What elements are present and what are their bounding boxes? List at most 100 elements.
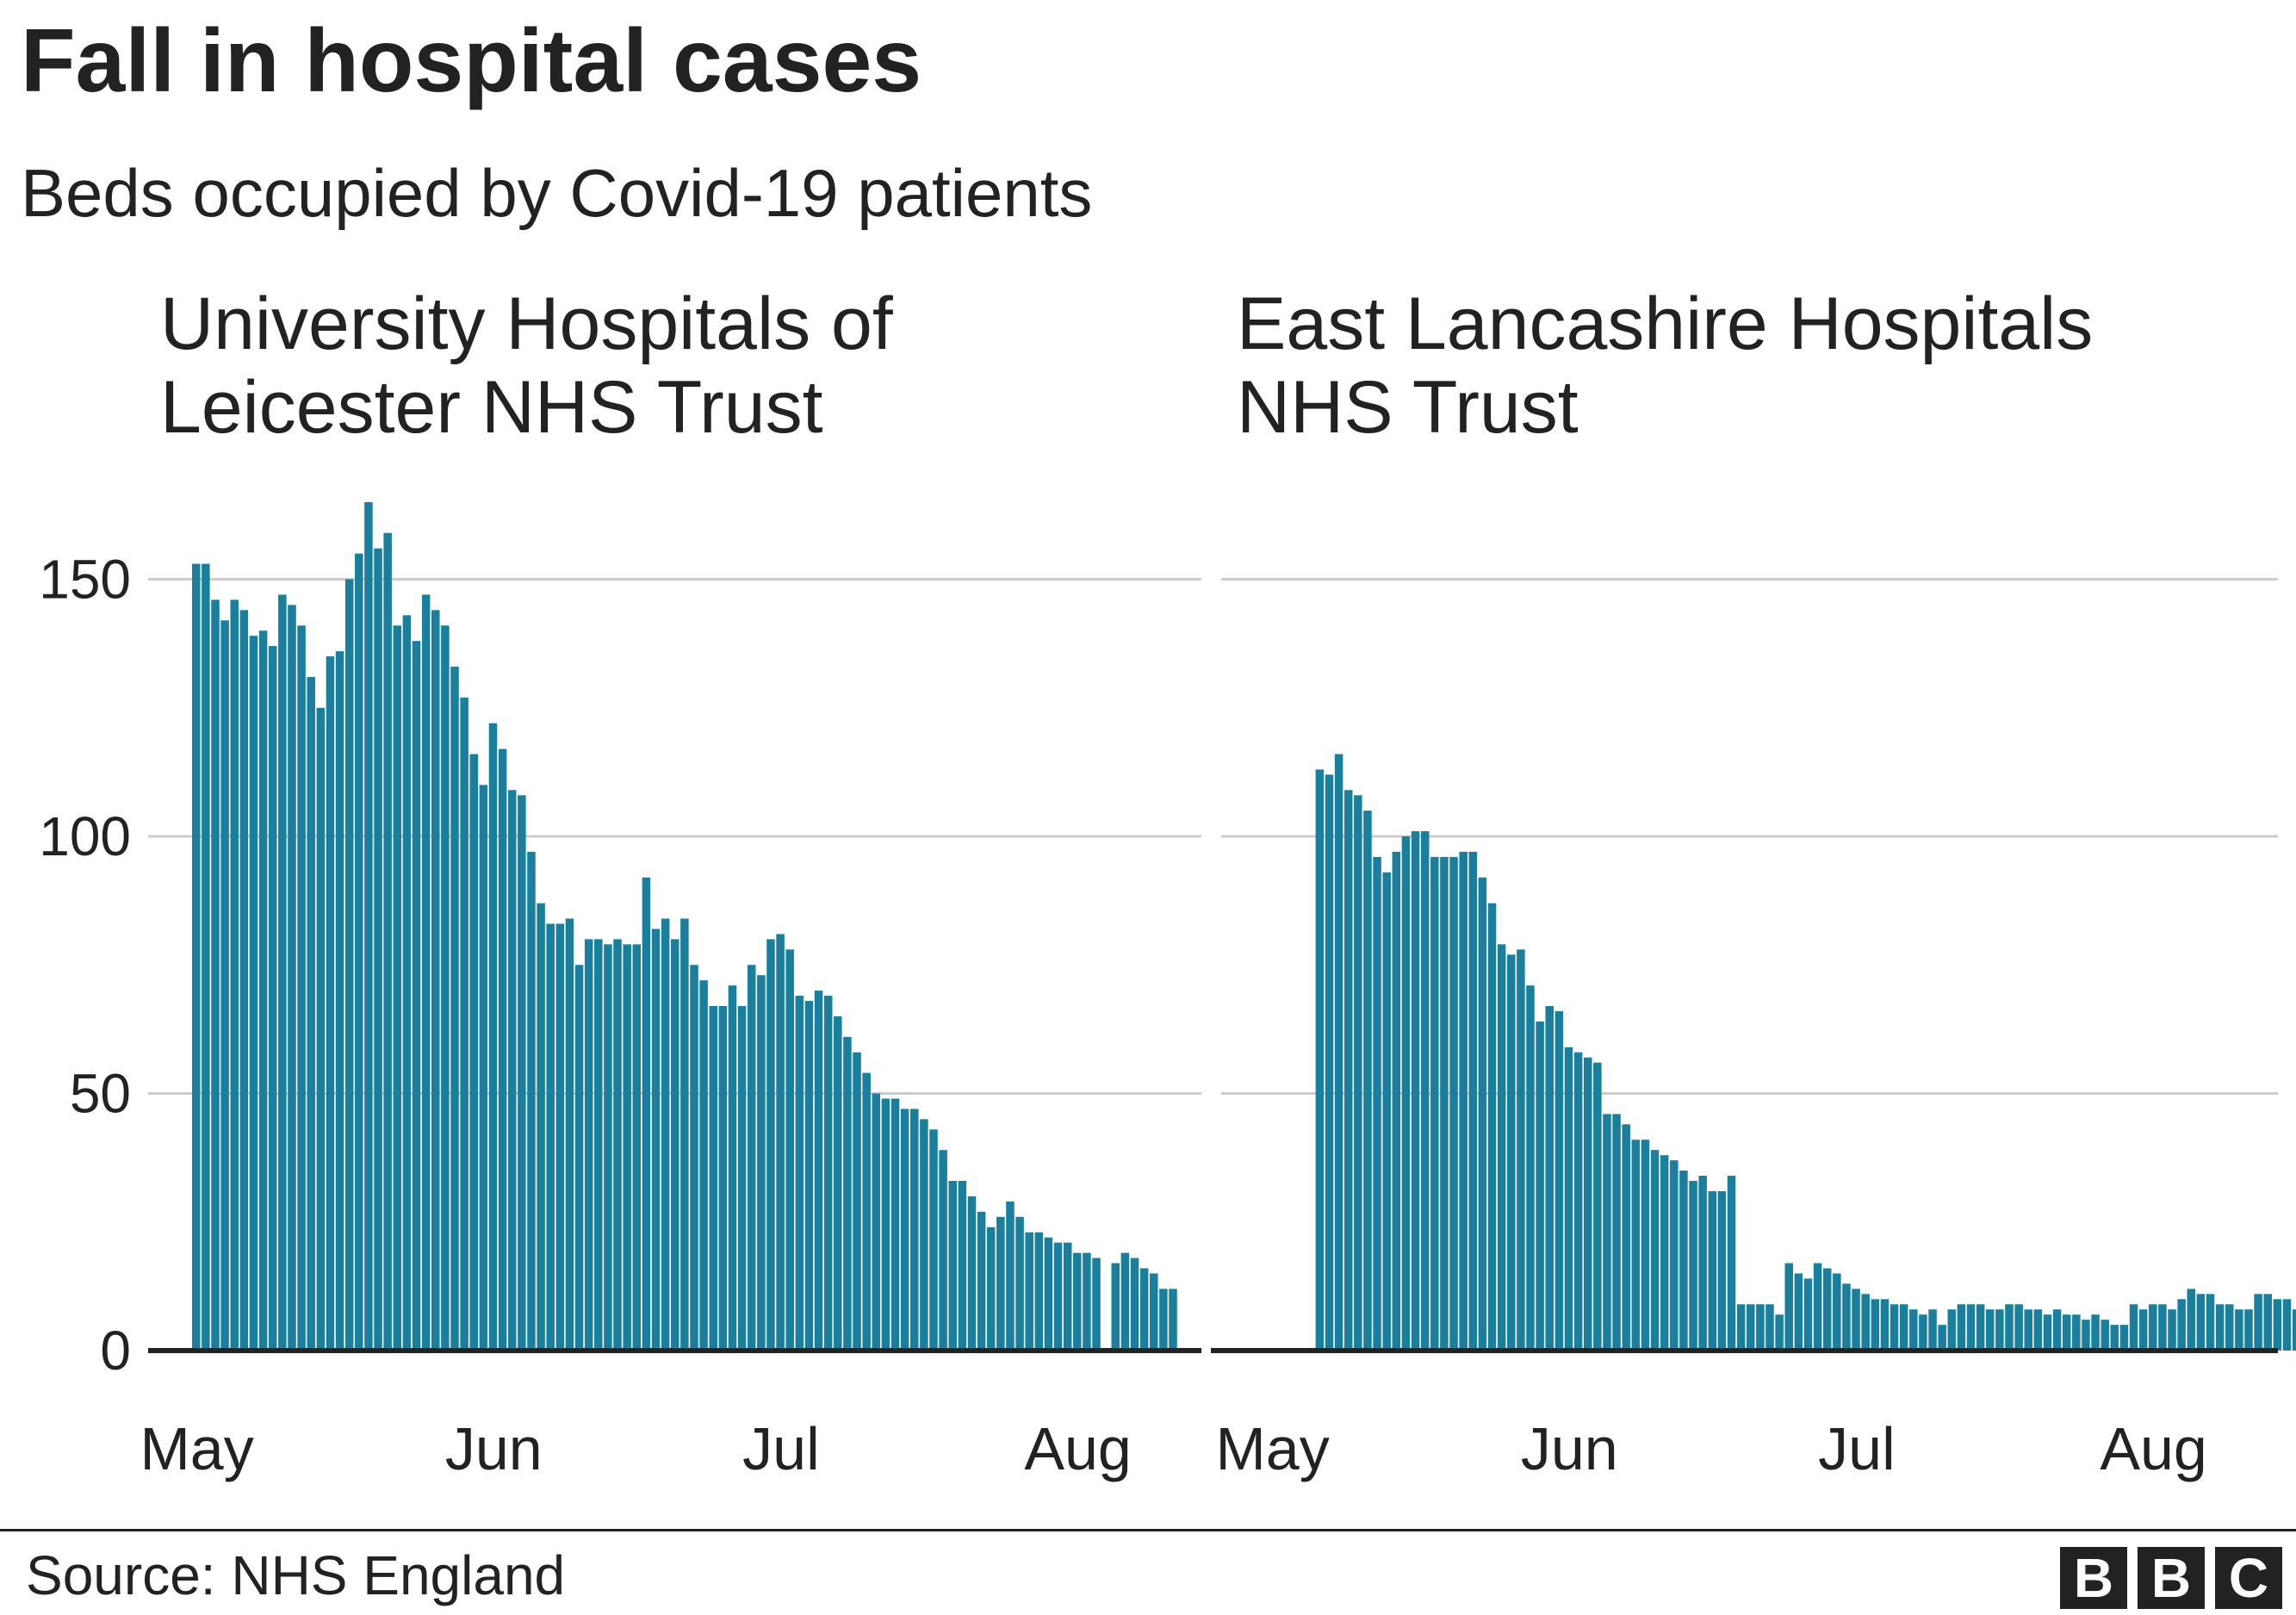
east-lancashire-bar xyxy=(1440,856,1449,1351)
leicester-bar xyxy=(862,1072,871,1351)
east-lancashire-bar xyxy=(1526,985,1535,1351)
leicester-bar xyxy=(393,625,402,1351)
east-lancashire-bar xyxy=(1813,1263,1822,1351)
east-lancashire-bar xyxy=(1487,903,1497,1351)
leicester-bar xyxy=(996,1216,1005,1351)
east-lancashire-bar xyxy=(1554,1010,1564,1351)
leicester-bar xyxy=(804,1001,814,1351)
east-lancashire-x-tick-label-may: May xyxy=(1215,1415,1329,1482)
east-lancashire-bar xyxy=(1631,1140,1641,1351)
east-lancashire-bar xyxy=(2062,1314,2071,1351)
leicester-bar xyxy=(488,723,498,1351)
leicester-bar xyxy=(890,1098,900,1351)
leicester-bar xyxy=(1006,1201,1015,1351)
east-lancashire-bar xyxy=(2292,1309,2296,1351)
leicester-bar xyxy=(565,918,574,1351)
east-lancashire-bar xyxy=(1497,944,1506,1351)
leicester-bar xyxy=(278,594,287,1351)
east-lancashire-bar xyxy=(1966,1304,1976,1351)
east-lancashire-bar xyxy=(2263,1294,2272,1351)
east-lancashire-bar xyxy=(2206,1294,2215,1351)
leicester-x-tick-label-aug: Aug xyxy=(1024,1415,1132,1482)
east-lancashire-bar xyxy=(2282,1299,2292,1351)
panel-title-east-lancashire-line-2: NHS Trust xyxy=(1237,366,1579,449)
east-lancashire-bar xyxy=(2033,1309,2043,1351)
leicester-bar xyxy=(1053,1242,1063,1351)
leicester-bar xyxy=(518,795,526,1351)
leicester-bar xyxy=(421,594,431,1351)
leicester-bar xyxy=(574,965,584,1351)
leicester-bar xyxy=(843,1036,852,1351)
east-lancashire-bar xyxy=(2014,1304,2023,1351)
east-lancashire-bar xyxy=(1573,1052,1583,1351)
east-lancashire-bar xyxy=(2082,1320,2090,1351)
leicester-x-tick-label-jun: Jun xyxy=(445,1415,543,1482)
east-lancashire-bar xyxy=(1373,856,1381,1351)
leicester-bar xyxy=(929,1129,938,1351)
east-lancashire-bar xyxy=(2091,1314,2100,1351)
leicester-bar xyxy=(374,548,382,1351)
leicester-bar xyxy=(900,1109,909,1351)
east-lancashire-bar xyxy=(2177,1299,2186,1351)
leicester-bar xyxy=(1073,1252,1082,1351)
east-lancashire-bar xyxy=(1890,1304,1899,1351)
east-lancashire-bar xyxy=(2235,1309,2243,1351)
east-lancashire-bar xyxy=(1986,1309,1995,1351)
leicester-bar xyxy=(1139,1268,1149,1351)
east-lancashire-bar xyxy=(2005,1304,2014,1351)
bbc-logo-letter-b1: B xyxy=(2060,1547,2127,1609)
east-lancashire-bar xyxy=(2168,1309,2176,1351)
leicester-bar xyxy=(469,754,478,1351)
leicester-bar xyxy=(977,1211,986,1351)
east-lancashire-bar xyxy=(1517,949,1525,1351)
east-lancashire-bar xyxy=(2072,1314,2081,1351)
east-lancashire-bar xyxy=(1315,769,1325,1351)
leicester-bar xyxy=(220,620,229,1351)
leicester-bar xyxy=(402,615,412,1351)
leicester-bar xyxy=(383,532,392,1351)
east-lancashire-bar xyxy=(1679,1171,1688,1351)
leicester-bar xyxy=(412,641,421,1351)
east-lancashire-bar xyxy=(1401,836,1411,1351)
leicester-bar xyxy=(1034,1232,1044,1351)
leicester-bar xyxy=(230,599,239,1351)
leicester-bar xyxy=(872,1093,881,1351)
leicester-bar xyxy=(1025,1232,1033,1351)
panel-leicester: 0 50 100 150 May Jun Jul Aug xyxy=(39,501,1201,1482)
leicester-bar xyxy=(920,1119,928,1351)
leicester-x-tick-label-may: May xyxy=(140,1415,253,1482)
leicester-bar xyxy=(537,903,545,1351)
leicester-bar xyxy=(202,563,210,1351)
leicester-bar xyxy=(297,625,306,1351)
east-lancashire-bar xyxy=(2158,1304,2167,1351)
east-lancashire-bar xyxy=(1382,872,1391,1351)
east-lancashire-bar xyxy=(2110,1325,2119,1351)
east-lancashire-bar xyxy=(1354,795,1362,1351)
leicester-bar xyxy=(355,553,363,1351)
leicester-bar xyxy=(249,636,258,1351)
east-lancashire-bar xyxy=(1325,774,1334,1351)
leicester-bar xyxy=(795,996,804,1351)
leicester-bar xyxy=(718,1006,728,1351)
leicester-bar xyxy=(986,1227,996,1351)
leicester-bar xyxy=(814,991,823,1351)
east-lancashire-bar xyxy=(1622,1124,1630,1351)
east-lancashire-bar xyxy=(1976,1304,1985,1351)
bbc-logo-letter-c: C xyxy=(2215,1547,2282,1609)
east-lancashire-bar xyxy=(2101,1320,2109,1351)
east-lancashire-bar xyxy=(1507,954,1516,1351)
east-lancashire-bar xyxy=(1545,1006,1554,1351)
panel-title-east-lancashire: East Lancashire Hospitals NHS Trust xyxy=(1237,283,2093,450)
east-lancashire-bar xyxy=(1909,1309,1918,1351)
east-lancashire-bar xyxy=(1842,1283,1851,1351)
leicester-bar xyxy=(460,697,469,1351)
east-lancashire-bar xyxy=(2254,1294,2262,1351)
panel-east-lancashire: May Jun Jul Aug xyxy=(1211,578,2296,1482)
bbc-logo: B B C xyxy=(2060,1547,2282,1609)
leicester-bar xyxy=(364,501,373,1351)
leicester-bar xyxy=(307,676,315,1351)
east-lancashire-bar xyxy=(2244,1309,2253,1351)
east-lancashire-bar xyxy=(1833,1273,1841,1351)
east-lancashire-bar xyxy=(1880,1299,1890,1351)
east-lancashire-bar xyxy=(1641,1140,1650,1351)
